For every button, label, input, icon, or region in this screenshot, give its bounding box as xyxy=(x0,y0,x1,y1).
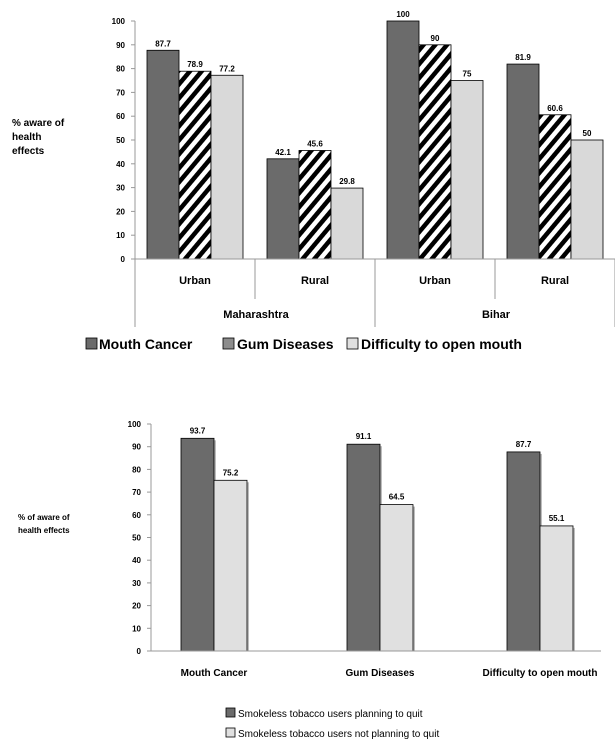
chart1-ylabel-line3: effects xyxy=(12,146,45,157)
chart2-data-label-smokeless-tobacco-users-not-planning-to-quit-0: 75.2 xyxy=(223,468,239,477)
chart1-data-label-mouth-cancer-3: 81.9 xyxy=(515,53,531,62)
legend1-label-gum-diseases: Gum Diseases xyxy=(237,336,334,352)
chart1-ytick-label: 100 xyxy=(112,17,126,26)
legend1-swatch-gum-diseases xyxy=(222,337,235,350)
chart2-bar-smokeless-tobacco-users-not-planning-to-quit-0 xyxy=(213,479,248,652)
chart1-bar-difficulty-to-open-mouth-3 xyxy=(570,139,604,260)
chart1-ylabel-line2: health xyxy=(12,132,41,143)
chart1-category-urban: Urban xyxy=(419,275,451,287)
chart1-data-labels: 87.7 78.9 77.2 42.1 45.6 29.8 100 90 75 81.9 60.6 5… xyxy=(155,10,592,186)
chart1-ytick-label: 20 xyxy=(116,207,125,216)
chart2-ytick-label: 10 xyxy=(132,624,141,633)
chart-1: % aware of health effects 0 10 20 30 40 50 60 7… xyxy=(12,10,615,352)
chart2-ytick-label: 30 xyxy=(132,579,141,588)
chart1-ytick-label: 10 xyxy=(116,231,125,240)
chart1-bar-difficulty-to-open-mouth-2 xyxy=(450,80,484,260)
chart1-ytick-label: 0 xyxy=(121,255,126,264)
chart2-y-axis: 0 10 20 30 40 50 60 70 80 90 100 xyxy=(128,420,152,656)
chart2-ytick-label: 90 xyxy=(132,443,141,452)
chart2-x-axis: Mouth Cancer Gum Diseases Difficulty to op… xyxy=(151,650,601,679)
chart1-data-label-gum-diseases-1: 45.6 xyxy=(307,139,323,148)
chart2-ylabel-line2: health effects xyxy=(18,526,70,535)
chart1-bar-gum-diseases-1 xyxy=(298,150,332,260)
chart2-data-labels: 93.7 75.2 91.1 64.5 87.7 55.1 xyxy=(190,426,565,523)
chart1-ytick-label: 40 xyxy=(116,160,125,169)
chart1-category-rural: Rural xyxy=(301,275,329,287)
legend2-swatch-planning xyxy=(225,707,236,718)
chart-2: % of aware of health effects 0 10 20 30 40 50… xyxy=(18,420,601,740)
chart1-data-label-gum-diseases-2: 90 xyxy=(431,34,440,43)
chart2-data-label-smokeless-tobacco-users-not-planning-to-quit-1: 64.5 xyxy=(389,493,405,502)
chart1-data-label-gum-diseases-3: 60.6 xyxy=(547,104,563,113)
chart2-bar-smokeless-tobacco-users-not-planning-to-quit-2 xyxy=(539,525,574,652)
chart2-data-label-smokeless-tobacco-users-not-planning-to-quit-2: 55.1 xyxy=(549,514,565,523)
chart2-category-mouth-cancer: Mouth Cancer xyxy=(181,668,248,679)
chart1-bar-gum-diseases-3 xyxy=(538,114,572,260)
chart1-bar-difficulty-to-open-mouth-0 xyxy=(210,74,244,260)
chart1-ytick-label: 30 xyxy=(116,184,125,193)
chart1-data-label-difficulty-to-open-mouth-1: 29.8 xyxy=(339,177,355,186)
chart1-bar-gum-diseases-2 xyxy=(418,44,452,260)
legend1-swatch-difficulty xyxy=(346,337,359,350)
chart1-category-rural: Rural xyxy=(541,275,569,287)
chart2-ytick-label: 80 xyxy=(132,465,141,474)
chart2-bars xyxy=(180,437,575,652)
chart1-ytick-label: 70 xyxy=(116,88,125,97)
chart2-ytick-label: 70 xyxy=(132,488,141,497)
chart2-ytick-label: 0 xyxy=(137,647,142,656)
legend2-label-not-planning: Smokeless tobacco users not planning to … xyxy=(238,729,439,740)
legend2-label-planning: Smokeless tobacco users planning to quit xyxy=(238,709,423,720)
chart1-data-label-difficulty-to-open-mouth-3: 50 xyxy=(583,129,592,138)
chart2-ytick-label: 50 xyxy=(132,534,141,543)
chart1-ytick-label: 50 xyxy=(116,136,125,145)
chart1-data-label-difficulty-to-open-mouth-0: 77.2 xyxy=(219,64,235,73)
chart1-y-axis: 0 10 20 30 40 50 60 70 80 90 100 xyxy=(112,17,136,264)
chart2-bar-smokeless-tobacco-users-not-planning-to-quit-1 xyxy=(379,504,414,652)
chart2-ytick-label: 20 xyxy=(132,602,141,611)
chart1-bar-mouth-cancer-0 xyxy=(146,49,180,260)
legend1-swatch-mouth-cancer xyxy=(85,337,98,350)
chart2-bar-smokeless-tobacco-users-planning-to-quit-0 xyxy=(180,437,215,652)
chart1-group-bihar: Bihar xyxy=(482,309,511,321)
chart1-bar-mouth-cancer-2 xyxy=(386,20,420,260)
chart1-data-label-mouth-cancer-1: 42.1 xyxy=(275,148,291,157)
chart1-category-urban: Urban xyxy=(179,275,211,287)
chart1-bar-mouth-cancer-1 xyxy=(266,158,300,260)
chart2-ytick-label: 60 xyxy=(132,511,141,520)
chart1-bars xyxy=(146,20,604,260)
legend1-label-mouth-cancer: Mouth Cancer xyxy=(99,336,193,352)
chart1-ylabel-line1: % aware of xyxy=(12,118,65,129)
chart1-data-label-difficulty-to-open-mouth-2: 75 xyxy=(463,70,472,79)
legend1-label-difficulty: Difficulty to open mouth xyxy=(361,336,522,352)
chart2-bar-smokeless-tobacco-users-planning-to-quit-1 xyxy=(346,443,381,652)
chart1-data-label-mouth-cancer-0: 87.7 xyxy=(155,39,171,48)
chart2-data-label-smokeless-tobacco-users-planning-to-quit-2: 87.7 xyxy=(516,440,532,449)
chart1-ytick-label: 90 xyxy=(116,41,125,50)
legend2-swatch-not-planning xyxy=(225,727,236,738)
chart1-ytick-label: 80 xyxy=(116,65,125,74)
chart2-ylabel-line1: % of aware of xyxy=(18,513,70,522)
chart2-ytick-label: 100 xyxy=(128,420,142,429)
chart1-bar-mouth-cancer-3 xyxy=(506,63,540,260)
chart2-category-gum-diseases: Gum Diseases xyxy=(346,668,415,679)
chart2-data-label-smokeless-tobacco-users-planning-to-quit-1: 91.1 xyxy=(356,432,372,441)
chart1-bar-difficulty-to-open-mouth-1 xyxy=(330,187,364,260)
chart1-data-label-gum-diseases-0: 78.9 xyxy=(187,60,203,69)
chart2-bar-smokeless-tobacco-users-planning-to-quit-2 xyxy=(506,451,541,652)
chart1-ytick-label: 60 xyxy=(116,112,125,121)
chart1-data-label-mouth-cancer-2: 100 xyxy=(396,10,410,19)
chart1-x-axis: Urban Rural Urban Rural xyxy=(134,258,615,327)
chart2-data-label-smokeless-tobacco-users-planning-to-quit-0: 93.7 xyxy=(190,426,206,435)
chart2-ytick-label: 40 xyxy=(132,556,141,565)
chart1-bar-gum-diseases-0 xyxy=(178,70,212,260)
chart2-category-difficulty-to-open-mouth: Difficulty to open mouth xyxy=(483,668,598,679)
chart1-group-maharashtra: Maharashtra xyxy=(223,309,289,321)
